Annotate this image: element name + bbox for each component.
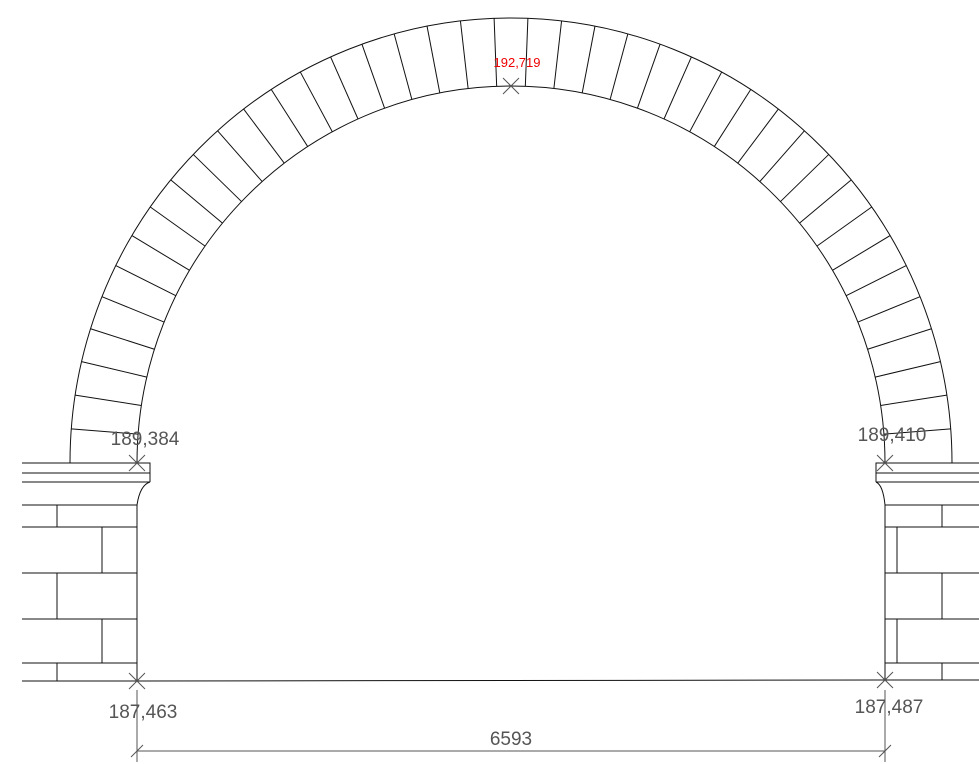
arch — [69, 17, 953, 464]
voussoir-joint — [75, 394, 142, 406]
voussoir-joint — [663, 56, 692, 120]
voussoir-joint — [713, 89, 752, 147]
voussoir-joint — [459, 20, 469, 89]
survey-point — [876, 454, 894, 472]
voussoir-joint — [101, 296, 165, 323]
elevation-label: 187,463 — [109, 702, 178, 723]
survey-point — [876, 671, 894, 689]
right-pier — [875, 462, 979, 681]
voussoir-joint — [799, 179, 852, 224]
voussoir-joint — [553, 20, 563, 89]
voussoir-joint — [299, 71, 333, 133]
voussoir-joint — [832, 235, 891, 271]
voussoir-joint — [875, 361, 941, 378]
elevation-label: 189,410 — [858, 425, 927, 446]
survey-point — [128, 454, 146, 472]
dimension-label: 6593 — [490, 729, 532, 750]
voussoir-joint — [115, 265, 177, 297]
dimension-tick — [878, 744, 892, 758]
voussoir-joint — [150, 206, 206, 247]
voussoir-joint — [689, 71, 723, 133]
survey-point — [128, 672, 146, 690]
voussoir-joint — [867, 328, 932, 350]
voussoir-joint — [883, 428, 951, 435]
voussoir-joint — [81, 361, 147, 378]
pier-outline — [22, 462, 151, 682]
pier-outline — [875, 462, 979, 681]
markers — [128, 77, 894, 690]
voussoir-joint — [581, 26, 596, 93]
elevation-label: 189,384 — [111, 429, 180, 450]
voussoir-joint — [361, 44, 386, 109]
voussoir-joint — [426, 26, 441, 93]
voussoir-joint — [816, 206, 872, 247]
voussoir-joint — [780, 154, 830, 202]
arch-extrados — [69, 17, 953, 464]
voussoir-joint — [759, 130, 805, 182]
voussoir-joint — [71, 428, 139, 435]
voussoir-joint — [493, 18, 498, 87]
elevation-label: 187,487 — [855, 697, 924, 718]
voussoir-joint — [170, 179, 223, 224]
voussoir-joint — [90, 328, 155, 350]
voussoir-joint — [857, 296, 921, 323]
dimension-tick — [130, 744, 144, 758]
left-pier — [22, 462, 151, 682]
voussoir-joint — [393, 33, 413, 100]
elevation-label: 192,719 — [494, 55, 541, 70]
voussoir-joint — [880, 394, 947, 406]
floor-line — [136, 679, 886, 682]
voussoir-joint — [217, 130, 263, 182]
voussoir-joint — [524, 18, 529, 87]
voussoir-joint — [330, 56, 359, 120]
dimension — [130, 690, 892, 762]
voussoir-joint — [737, 108, 779, 164]
voussoir-joint — [609, 33, 629, 100]
arch-intrados — [136, 85, 886, 464]
voussoir-joint — [243, 108, 285, 164]
voussoir-joint — [131, 235, 190, 271]
voussoir-joint — [636, 44, 661, 109]
survey-point — [502, 77, 520, 95]
voussoir-joint — [192, 154, 242, 202]
voussoir-joint — [845, 265, 907, 297]
voussoir-joint — [270, 89, 309, 147]
